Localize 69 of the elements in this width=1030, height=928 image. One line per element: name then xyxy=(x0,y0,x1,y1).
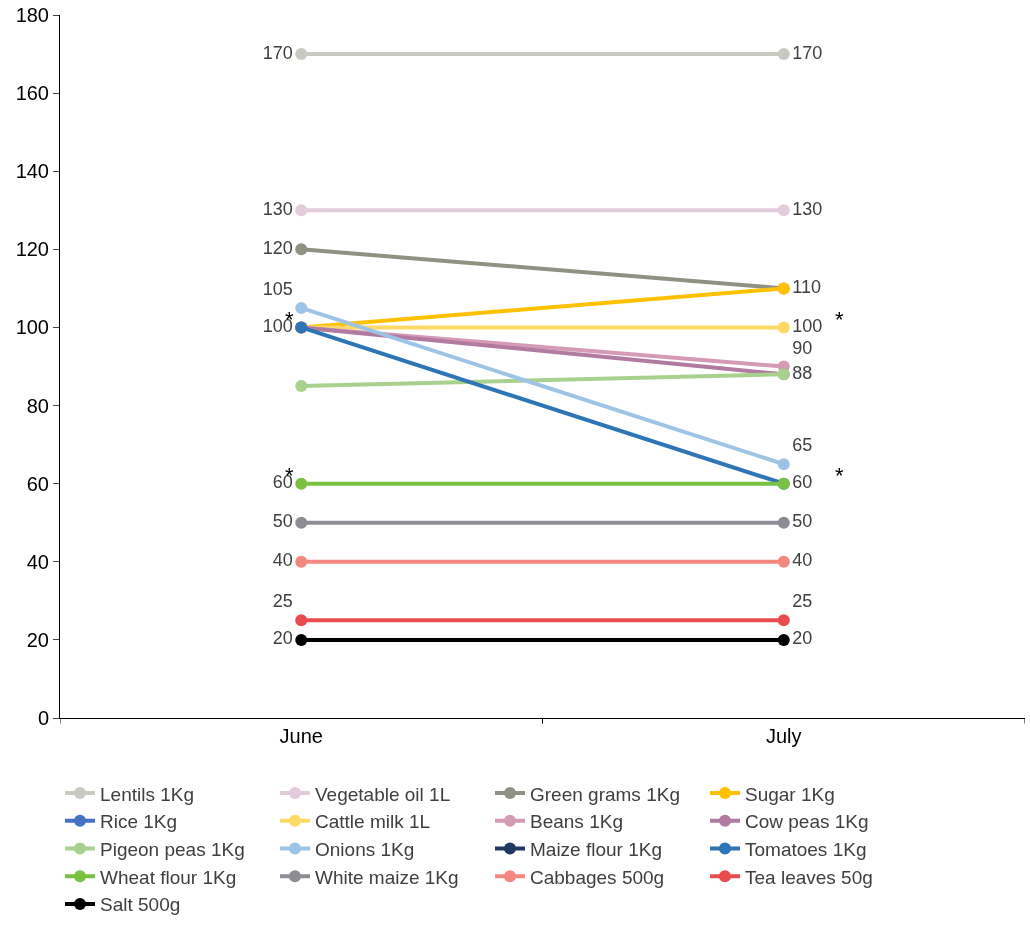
data-label: 88 xyxy=(792,362,813,383)
point xyxy=(295,204,308,217)
legend-label: Salt 500g xyxy=(100,894,181,916)
y-tick-label: 40 xyxy=(26,550,49,573)
legend-label: Green grams 1Kg xyxy=(530,783,680,805)
point xyxy=(777,614,790,627)
point xyxy=(777,48,790,61)
data-label: 170 xyxy=(792,42,823,63)
y-tick-label: 160 xyxy=(15,82,49,105)
point xyxy=(295,633,308,646)
data-label: 25 xyxy=(792,591,813,612)
y-tick-label: 140 xyxy=(15,160,49,183)
data-label: 20 xyxy=(272,628,293,649)
legend-label: Beans 1Kg xyxy=(530,811,623,833)
legend-label: Cabbages 500g xyxy=(530,866,665,888)
legend-label: Wheat flour 1Kg xyxy=(100,866,237,888)
point xyxy=(295,555,308,568)
data-label: 50 xyxy=(792,511,813,532)
data-label: 170 xyxy=(262,42,293,63)
point xyxy=(777,516,790,529)
data-label: 120 xyxy=(262,237,293,258)
point xyxy=(777,321,790,334)
y-tick-label: 60 xyxy=(26,472,49,495)
legend-label: Lentils 1Kg xyxy=(100,783,195,805)
legend-label: Cattle milk 1L xyxy=(315,811,431,833)
data-label: 130 xyxy=(792,198,823,219)
y-tick-label: 80 xyxy=(26,394,49,417)
data-label: 20 xyxy=(792,628,813,649)
legend-label: Maize flour 1Kg xyxy=(530,838,663,860)
point xyxy=(295,48,308,61)
y-tick-label: 20 xyxy=(26,628,49,651)
legend-label: Pigeon peas 1Kg xyxy=(100,838,245,860)
data-label: 65 xyxy=(792,435,813,456)
point xyxy=(777,458,790,471)
annotation: * xyxy=(835,307,844,332)
legend-label: Cow peas 1Kg xyxy=(745,811,869,833)
data-label: 90 xyxy=(792,337,813,358)
data-label: 25 xyxy=(272,591,293,612)
data-label: 40 xyxy=(792,550,813,571)
legend-label: Vegetable oil 1L xyxy=(315,783,451,805)
data-label: 50 xyxy=(272,511,293,532)
data-label: 60 xyxy=(792,472,813,493)
y-tick-label: 100 xyxy=(15,316,49,339)
point xyxy=(295,614,308,627)
annotation: * xyxy=(835,463,844,488)
x-tick-label: June xyxy=(279,725,323,747)
y-tick-label: 0 xyxy=(37,707,49,729)
legend-label: Rice 1Kg xyxy=(100,811,178,833)
point xyxy=(777,633,790,646)
legend-label: Sugar 1Kg xyxy=(745,783,835,805)
x-tick-label: July xyxy=(765,725,802,747)
legend-label: White maize 1Kg xyxy=(315,866,459,888)
data-label: 110 xyxy=(792,276,821,297)
point xyxy=(295,516,308,529)
data-label: 40 xyxy=(272,550,293,571)
legend-label: Onions 1Kg xyxy=(315,838,415,860)
legend-label: Tomatoes 1Kg xyxy=(745,838,867,860)
y-tick-label: 180 xyxy=(15,4,49,26)
point xyxy=(295,380,308,393)
point xyxy=(295,243,308,256)
point xyxy=(295,477,308,490)
point xyxy=(777,204,790,217)
legend-label: Tea leaves 50g xyxy=(745,866,873,888)
y-tick-label: 120 xyxy=(15,238,49,261)
data-label: 100 xyxy=(792,315,823,336)
data-label: 105 xyxy=(262,278,293,299)
point xyxy=(295,301,308,314)
point xyxy=(777,555,790,568)
data-label: 130 xyxy=(262,198,293,219)
